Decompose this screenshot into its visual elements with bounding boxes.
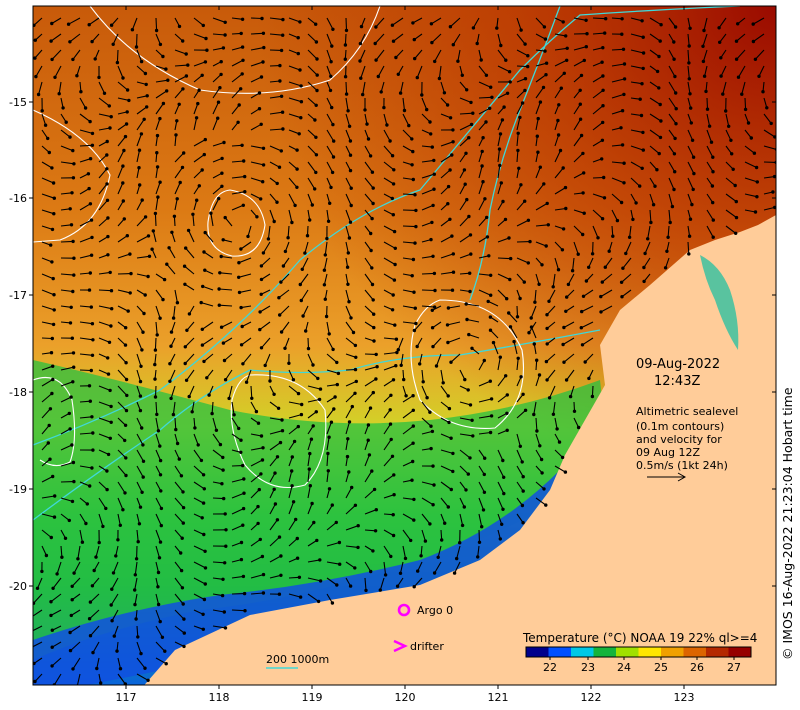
latitude-tick-label: -17 [9,289,27,302]
colorbar-swatch [728,647,752,657]
longitude-tick-label: 122 [581,691,602,704]
sealevel-contour [33,376,76,467]
latitude-tick-label: -20 [9,580,27,593]
velocity-arrows [33,16,776,685]
colorbar-ticks: 22 23 24 25 26 27 [543,657,741,674]
bathymetry-shelf-edge [469,6,561,301]
longitude-tick-label: 120 [395,691,416,704]
altimetry-caption-line: 0.5m/s (1kt 24h) [636,459,728,472]
colorbar-tick-label: 25 [654,661,668,674]
sealevel-contour [89,6,381,94]
credit-stamp: © IMOS 16-Aug-2022 21:23:04 Hobart time [780,387,795,670]
colorbar-swatch [661,647,684,657]
longitude-tick-label: 119 [302,691,323,704]
colorbar-tick-label: 24 [617,661,631,674]
longitude-tick-label: 123 [674,691,695,704]
map-info-block: 09-Aug-2022 12:43Z Altimetric sealevel (… [636,357,738,482]
altimetry-caption-line: Altimetric sealevel [636,405,738,418]
axis-ticks: -15 -16 -17 -18 -19 -20 117 118 119 120 121 122 123 [9,6,776,704]
sealevel-contour [230,374,327,489]
latitude-tick-label: -19 [9,483,27,496]
latitude-tick-label: -18 [9,386,27,399]
argo-float-icon [397,603,411,617]
map-time: 12:43Z [654,374,700,389]
colorbar-swatch [571,647,594,657]
sealevel-contour [207,189,266,257]
colorbar-frame [525,646,752,658]
drifter-icon [393,639,408,653]
map-legend: Argo 0 drifter 200 1000m [266,603,453,669]
altimetry-caption-line: (0.1m contours) [636,420,724,433]
sealevel-contour [33,109,111,243]
colorbar-swatch [593,647,617,657]
colorbar-swatch [683,647,707,657]
bathymetry-1000m [33,6,741,446]
latitude-tick-label: -15 [9,96,27,109]
colorbar-swatches [526,647,752,657]
longitude-tick-label: 118 [209,691,230,704]
velocity-scale-arrow-icon [647,472,687,482]
land-australia [144,215,776,685]
altimetry-caption-line: 09 Aug 12Z [636,446,700,459]
map-date: 09-Aug-2022 [636,357,720,372]
colorbar-swatch [526,647,549,657]
bathymetry-legend-label: 200 1000m [266,653,329,666]
longitude-tick-label: 121 [488,691,509,704]
colorbar-tick-label: 22 [543,661,557,674]
colorbar-swatch [616,647,639,657]
colorbar-title: Temperature (°C) NOAA 19 22% ql>=4 [522,631,757,645]
drifter-legend-label: drifter [410,640,444,653]
colorbar-swatch [706,647,729,657]
colorbar-tick-label: 27 [727,661,741,674]
argo-legend-label: Argo 0 [417,604,453,617]
colorbar-swatch [548,647,572,657]
credit-text: © IMOS 16-Aug-2022 21:23:04 Hobart time [780,387,795,660]
colorbar: Temperature (°C) NOAA 19 22% ql>=4 22 23 2… [522,631,757,674]
blue-coastal-water [33,385,620,685]
colorbar-tick-label: 26 [690,661,704,674]
colorbar-tick-label: 23 [581,661,595,674]
sealevel-contour [410,299,525,429]
altimetry-caption-line: and velocity for [636,433,722,446]
coastal-inlet [700,255,739,350]
colorbar-swatch [638,647,662,657]
latitude-tick-label: -16 [9,192,27,205]
longitude-tick-label: 117 [116,691,137,704]
